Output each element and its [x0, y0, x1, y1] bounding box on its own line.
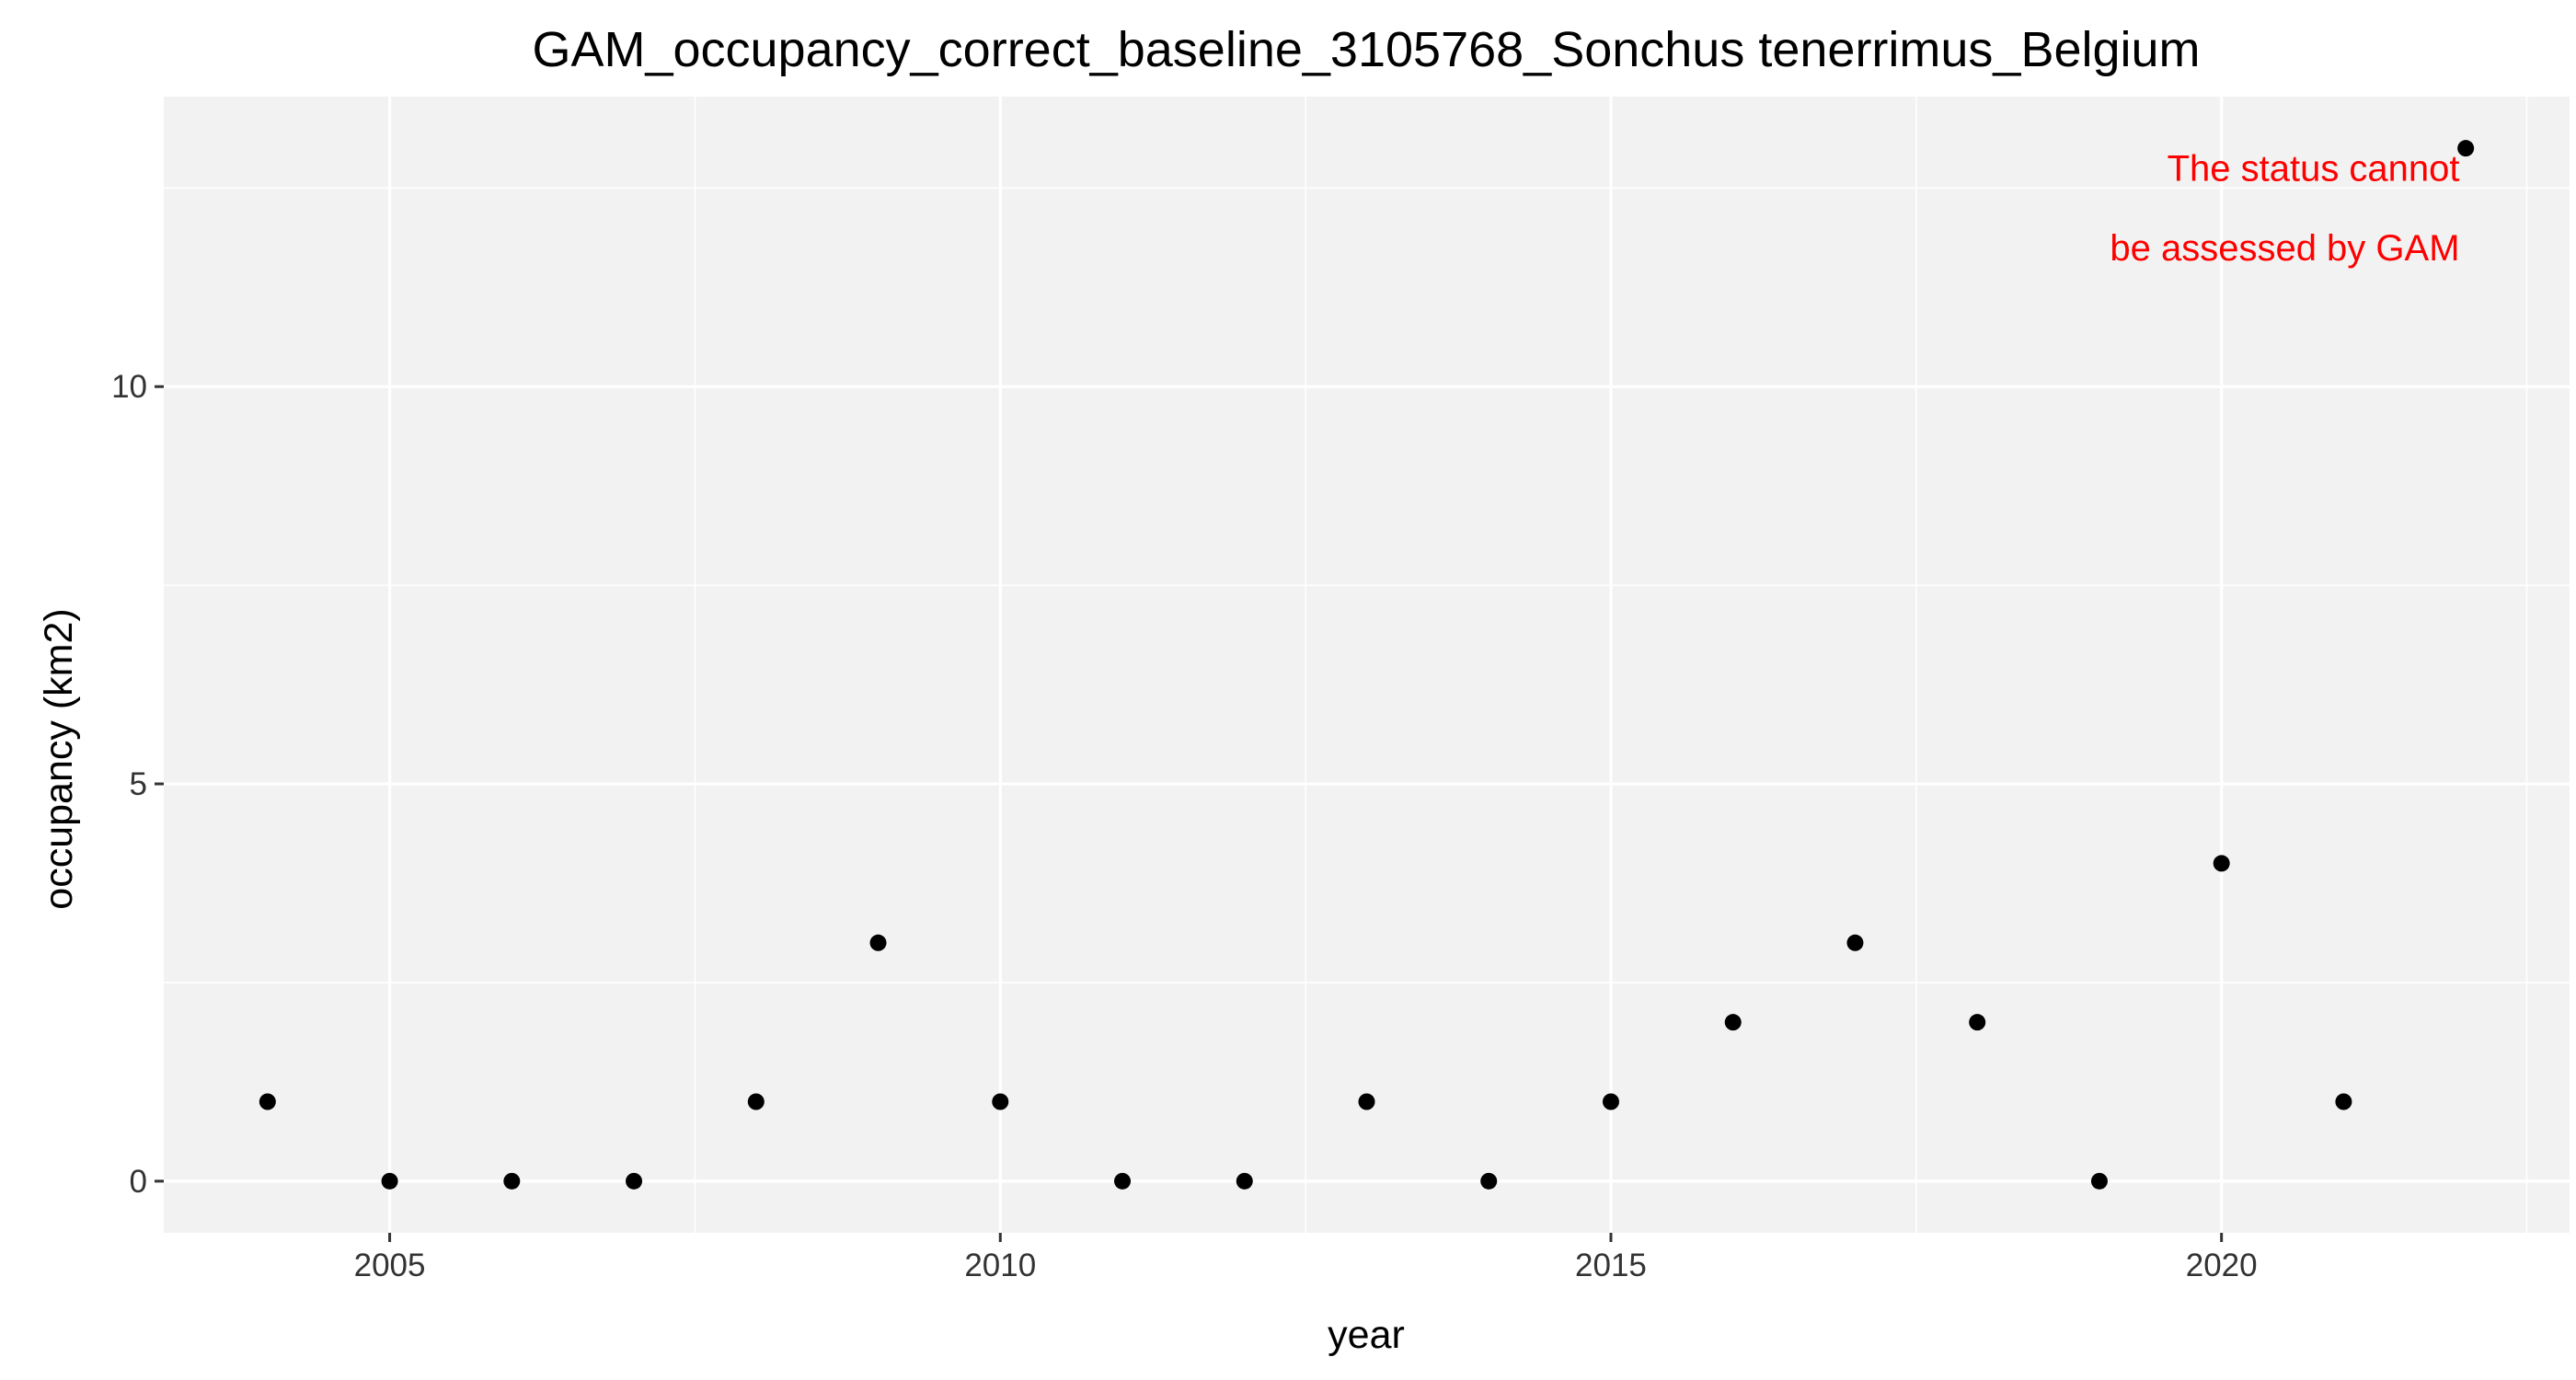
data-point: [1114, 1172, 1132, 1190]
annotation-line: be assessed by GAM: [2110, 228, 2459, 269]
data-point: [2090, 1172, 2108, 1190]
data-point: [2213, 855, 2230, 872]
y-axis: 0 5 10: [111, 369, 164, 1200]
data-point: [747, 1093, 765, 1110]
y-tick-label: 10: [111, 369, 147, 405]
data-point: [2335, 1093, 2352, 1110]
data-point: [2457, 140, 2475, 157]
y-tick-label: 5: [130, 766, 147, 802]
data-point: [503, 1172, 521, 1190]
data-point: [869, 934, 887, 951]
data-point: [1358, 1093, 1375, 1110]
data-point: [1236, 1172, 1253, 1190]
x-tick-label: 2010: [964, 1248, 1036, 1283]
x-tick-label: 2020: [2186, 1248, 2258, 1283]
plot-panel: [164, 97, 2570, 1233]
data-points: [259, 140, 2475, 1190]
data-point: [1846, 934, 1864, 951]
y-axis-label: occupancy (km2): [37, 608, 81, 909]
major-gridlines: [164, 97, 2570, 1233]
data-point: [992, 1093, 1009, 1110]
data-point: [381, 1172, 398, 1190]
x-axis-label: year: [1328, 1313, 1405, 1357]
data-point: [1480, 1172, 1498, 1190]
minor-gridlines: [164, 97, 2570, 1233]
y-tick-label: 0: [130, 1164, 147, 1200]
x-tick-label: 2015: [1575, 1248, 1647, 1283]
annotation-line: The status cannot: [2168, 149, 2460, 190]
data-point: [1969, 1014, 1986, 1031]
chart-title: GAM_occupancy_correct_baseline_3105768_S…: [532, 22, 2200, 77]
data-point: [259, 1093, 276, 1110]
x-axis: 2005 2010 2015 2020: [354, 1233, 2258, 1283]
data-point: [1602, 1093, 1619, 1110]
data-point: [626, 1172, 643, 1190]
x-tick-label: 2005: [354, 1248, 426, 1283]
status-annotation: The status cannot be assessed by GAM: [2110, 149, 2459, 269]
data-point: [1724, 1014, 1742, 1031]
